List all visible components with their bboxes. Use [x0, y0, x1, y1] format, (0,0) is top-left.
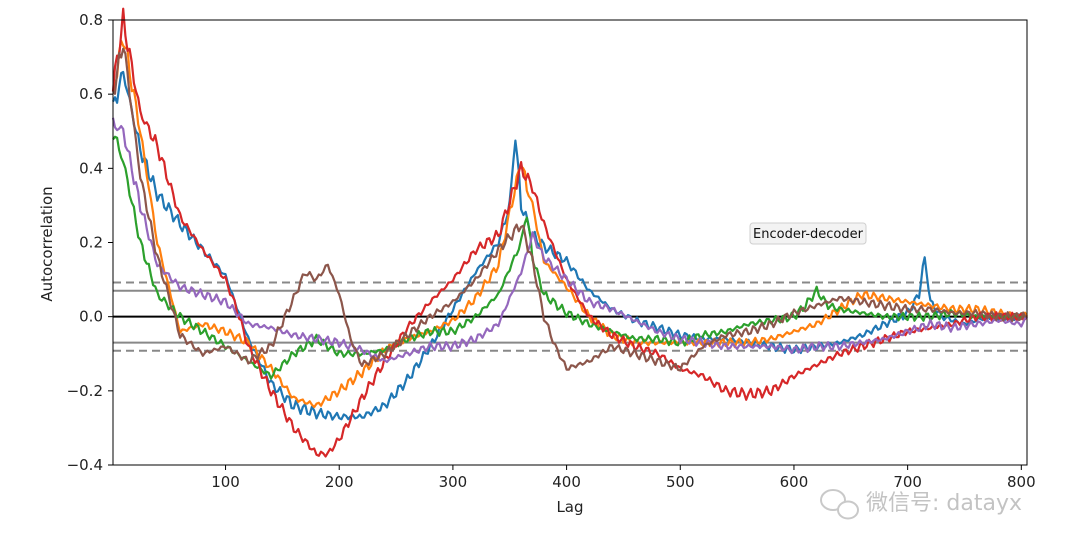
line-series-5 [111, 117, 1028, 364]
y-tick-label: −0.2 [67, 382, 103, 400]
line-series-3 [112, 135, 1028, 380]
x-tick-label: 100 [211, 473, 240, 491]
y-axis: −0.4 −0.2 0.0 0.2 0.4 0.6 0.8 [67, 11, 113, 474]
watermark: 微信号: datayx [820, 489, 1022, 520]
line-series-1 [112, 70, 1028, 421]
line-series-6 [112, 47, 1028, 372]
y-axis-label: Autocorrelation [38, 186, 56, 301]
x-tick-label: 200 [325, 473, 354, 491]
x-tick-label: 400 [552, 473, 581, 491]
x-tick-label: 800 [1007, 473, 1036, 491]
x-axis: 100 200 300 400 500 600 700 800 [211, 465, 1036, 491]
x-tick-label: 600 [780, 473, 809, 491]
annotation-background [749, 222, 867, 245]
x-tick-label: 700 [893, 473, 922, 491]
y-tick-label: 0.8 [79, 11, 103, 29]
plot-frame [112, 19, 1028, 466]
y-tick-label: 0.0 [79, 308, 103, 326]
series-layer [111, 7, 1028, 458]
y-tick-label: −0.4 [67, 456, 103, 474]
line-series-2 [111, 39, 1028, 409]
annotation-text: Encoder-decoder [753, 227, 864, 242]
annotation-box: Encoder-decoder [749, 222, 867, 245]
wechat-icon [820, 489, 859, 520]
line-series-4 [111, 7, 1028, 458]
x-axis-label: Lag [556, 498, 583, 516]
x-tick-label: 500 [666, 473, 695, 491]
x-tick-label: 300 [439, 473, 468, 491]
watermark-text: 微信号: datayx [866, 491, 1022, 516]
y-tick-label: 0.2 [79, 234, 103, 252]
y-tick-label: 0.4 [79, 159, 103, 177]
y-tick-label: 0.6 [79, 85, 103, 103]
